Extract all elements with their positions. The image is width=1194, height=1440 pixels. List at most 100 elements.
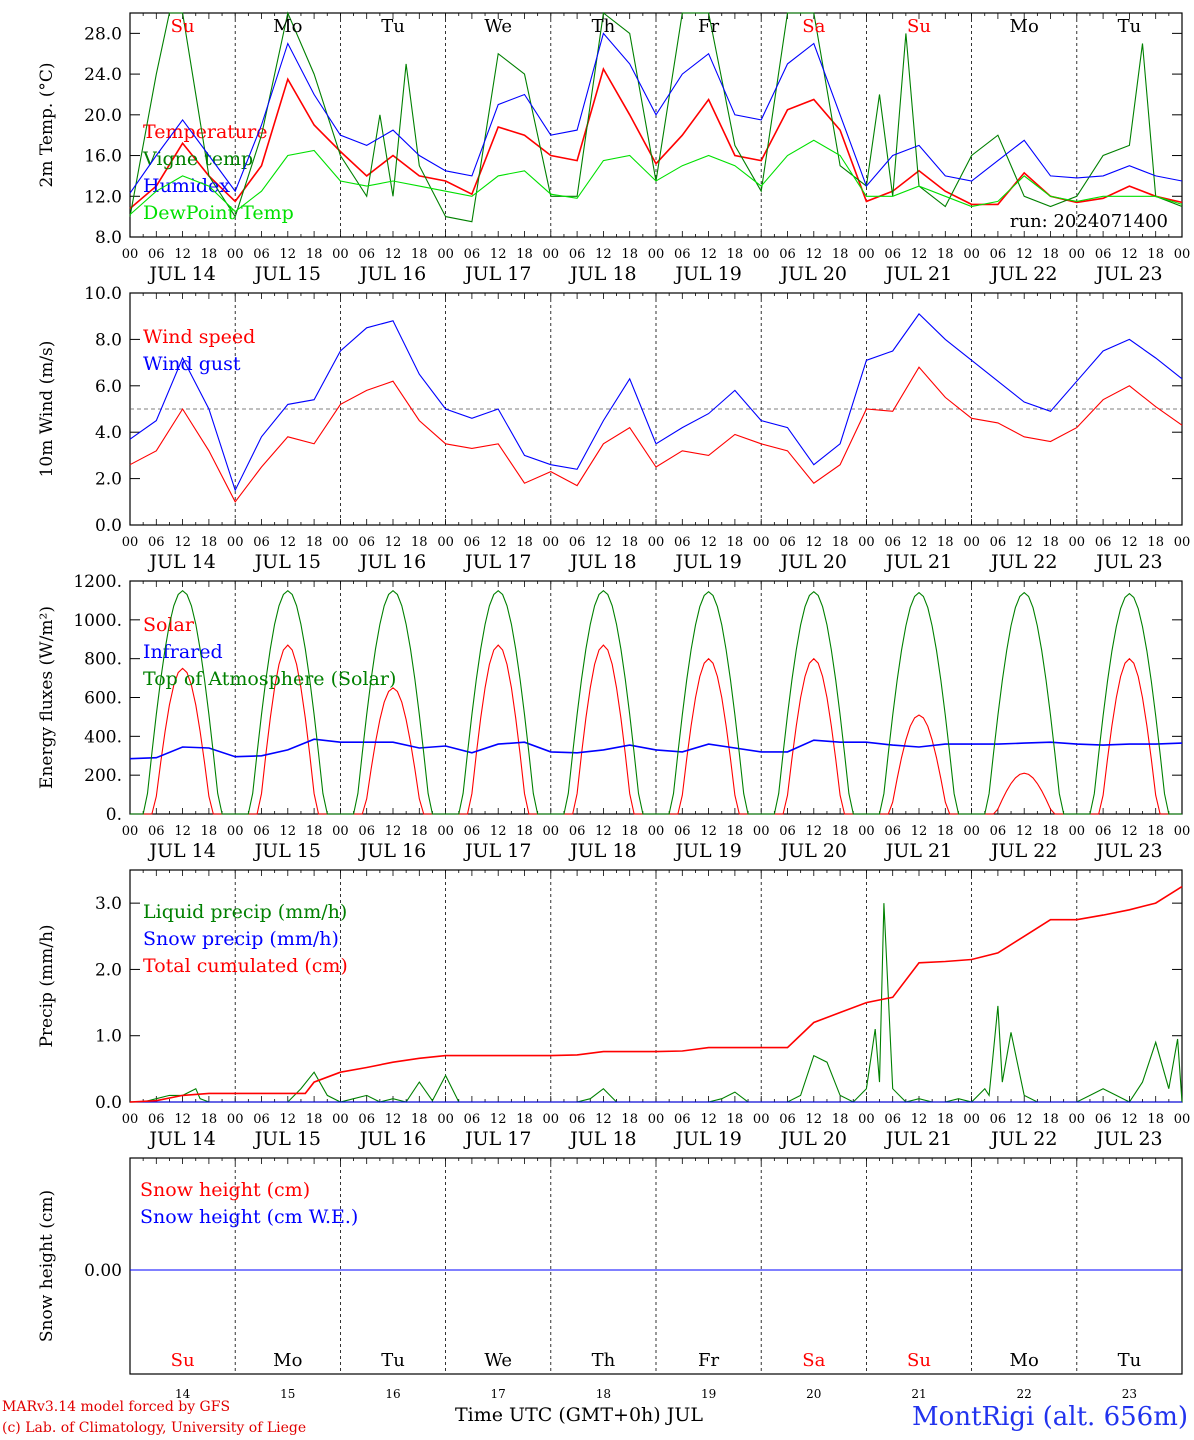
hour-label: 12 bbox=[280, 535, 297, 550]
hour-label: 18 bbox=[516, 535, 533, 550]
date-label: JUL 19 bbox=[673, 840, 741, 862]
date-label: JUL 22 bbox=[989, 551, 1057, 573]
hour-label: 00 bbox=[227, 535, 244, 550]
hour-label: 12 bbox=[174, 824, 191, 839]
hour-label: 06 bbox=[148, 247, 165, 262]
weekday-label: Sa bbox=[802, 16, 825, 37]
hour-label: 12 bbox=[595, 1112, 612, 1127]
hour-label: 06 bbox=[358, 535, 375, 550]
hour-label: 06 bbox=[464, 247, 481, 262]
legend-entry: Snow height (cm W.E.) bbox=[140, 1206, 358, 1228]
hour-label: 18 bbox=[306, 824, 323, 839]
day-number: 15 bbox=[280, 1387, 295, 1400]
date-label: JUL 16 bbox=[358, 1128, 426, 1150]
station-name: MontRigi (alt. 656m) bbox=[912, 1402, 1188, 1432]
hour-label: 18 bbox=[306, 247, 323, 262]
hour-label: 18 bbox=[411, 1112, 428, 1127]
hour-label: 00 bbox=[122, 1112, 139, 1127]
weekday-label: Su bbox=[907, 16, 931, 37]
legend-entry: Snow height (cm) bbox=[140, 1179, 310, 1201]
date-label: JUL 14 bbox=[147, 1128, 215, 1150]
hour-label: 06 bbox=[253, 1112, 270, 1127]
y-tick-label: 1.0 bbox=[95, 1027, 122, 1047]
hour-label: 06 bbox=[1095, 824, 1112, 839]
hour-label: 00 bbox=[122, 824, 139, 839]
legend-entry: Wind gust bbox=[143, 353, 241, 375]
weekday-label: Tu bbox=[381, 16, 405, 37]
hour-label: 18 bbox=[1042, 247, 1059, 262]
hour-label: 00 bbox=[858, 535, 875, 550]
hour-label: 00 bbox=[437, 535, 454, 550]
y-tick-label: 0. bbox=[106, 805, 122, 825]
hour-label: 12 bbox=[385, 247, 402, 262]
weekday-label: We bbox=[484, 1350, 512, 1371]
hour-label: 00 bbox=[122, 247, 139, 262]
hour-label: 18 bbox=[1147, 247, 1164, 262]
hour-label: 12 bbox=[595, 824, 612, 839]
hour-label: 18 bbox=[201, 535, 218, 550]
hour-label: 06 bbox=[1095, 535, 1112, 550]
hour-label: 18 bbox=[937, 1112, 954, 1127]
date-label: JUL 20 bbox=[779, 1128, 847, 1150]
hour-label: 18 bbox=[621, 247, 638, 262]
date-label: JUL 21 bbox=[884, 840, 952, 862]
hour-label: 00 bbox=[648, 247, 665, 262]
legend-entry: Liquid precip (mm/h) bbox=[143, 901, 347, 923]
y-tick-label: 600. bbox=[84, 689, 122, 709]
hour-label: 12 bbox=[280, 247, 297, 262]
hour-label: 06 bbox=[1095, 1112, 1112, 1127]
date-label: JUL 15 bbox=[253, 1128, 321, 1150]
weekday-label: Tu bbox=[381, 1350, 405, 1371]
y-tick-label: 20.0 bbox=[84, 106, 122, 126]
hour-label: 00 bbox=[858, 824, 875, 839]
weekday-label: Tu bbox=[1118, 16, 1142, 37]
hour-label: 06 bbox=[464, 824, 481, 839]
hour-label: 12 bbox=[806, 1112, 823, 1127]
hour-label: 12 bbox=[806, 535, 823, 550]
y-tick-label: 3.0 bbox=[95, 894, 122, 914]
hour-label: 18 bbox=[937, 535, 954, 550]
hour-label: 00 bbox=[543, 824, 560, 839]
y-tick-label: 6.0 bbox=[95, 377, 122, 397]
hour-label: 06 bbox=[674, 247, 691, 262]
hour-label: 00 bbox=[332, 247, 349, 262]
hour-label: 12 bbox=[490, 824, 507, 839]
hour-label: 18 bbox=[306, 1112, 323, 1127]
y-tick-label: 4.0 bbox=[95, 423, 122, 443]
hour-label: 00 bbox=[753, 535, 770, 550]
hour-label: 06 bbox=[148, 824, 165, 839]
hour-label: 00 bbox=[1174, 824, 1191, 839]
legend-entry: Wind speed bbox=[143, 326, 255, 348]
time-axis-label: Time UTC (GMT+0h) JUL bbox=[455, 1404, 703, 1426]
hour-label: 00 bbox=[1069, 824, 1086, 839]
hour-label: 18 bbox=[727, 535, 744, 550]
hour-label: 00 bbox=[963, 1112, 980, 1127]
series-line bbox=[129, 139, 1183, 216]
date-label: JUL 16 bbox=[358, 840, 426, 862]
date-label: JUL 16 bbox=[358, 263, 426, 285]
hour-label: 18 bbox=[201, 824, 218, 839]
day-number: 16 bbox=[385, 1387, 400, 1400]
hour-label: 00 bbox=[543, 247, 560, 262]
date-label: JUL 22 bbox=[989, 840, 1057, 862]
date-label: JUL 18 bbox=[568, 263, 636, 285]
hour-label: 12 bbox=[595, 247, 612, 262]
legend-entry: DewPoint Temp bbox=[143, 202, 294, 224]
y-tick-label: 1200. bbox=[73, 572, 122, 592]
series-line bbox=[129, 313, 1183, 492]
date-label: JUL 23 bbox=[1094, 840, 1162, 862]
day-number: 18 bbox=[596, 1387, 611, 1400]
date-label: JUL 14 bbox=[147, 551, 215, 573]
date-label: JUL 16 bbox=[358, 551, 426, 573]
hour-label: 12 bbox=[700, 1112, 717, 1127]
y-tick-label: 800. bbox=[84, 650, 122, 670]
date-label: JUL 17 bbox=[463, 551, 531, 573]
hour-label: 12 bbox=[1016, 247, 1033, 262]
hour-label: 00 bbox=[1069, 1112, 1086, 1127]
hour-label: 18 bbox=[621, 824, 638, 839]
hour-label: 06 bbox=[253, 247, 270, 262]
hour-label: 18 bbox=[516, 1112, 533, 1127]
hour-label: 18 bbox=[516, 824, 533, 839]
hour-label: 00 bbox=[858, 1112, 875, 1127]
